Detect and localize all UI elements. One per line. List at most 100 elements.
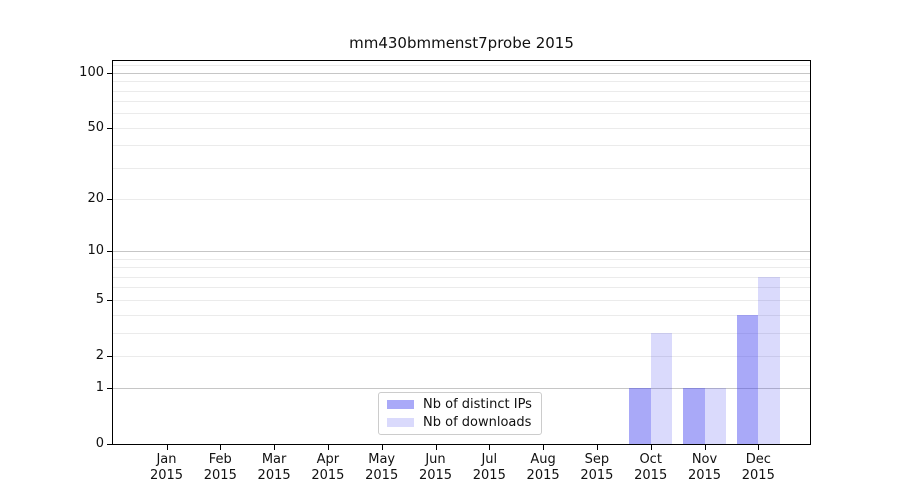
y-tick-label-50: 50 xyxy=(87,119,104,135)
x-tick-label-may: May 2015 xyxy=(358,452,406,483)
minor-gridline xyxy=(113,258,810,260)
bar-dec-downloads xyxy=(758,276,780,444)
legend-item-distinct-ips: Nb of distinct IPs xyxy=(387,397,532,412)
y-tick-mark-1 xyxy=(107,388,112,390)
x-tick-mark-sep xyxy=(596,445,598,450)
x-tick-year: 2015 xyxy=(257,467,291,483)
minor-gridline xyxy=(113,101,810,103)
x-tick-label-oct: Oct 2015 xyxy=(627,452,675,483)
minor-gridline xyxy=(113,299,810,301)
y-tick-mark-100 xyxy=(107,72,112,74)
x-tick-month: Aug xyxy=(530,452,556,467)
x-tick-month: Dec xyxy=(745,452,771,467)
bar-oct-downloads xyxy=(650,332,673,444)
x-tick-month: May xyxy=(368,452,396,467)
x-tick-mark-jan xyxy=(166,445,168,450)
minor-gridline xyxy=(113,276,810,278)
x-tick-month: Feb xyxy=(208,452,232,467)
minor-gridline xyxy=(113,314,810,316)
major-gridline xyxy=(113,251,810,253)
x-tick-mark-dec xyxy=(758,445,760,450)
x-tick-year: 2015 xyxy=(365,467,399,483)
x-tick-year: 2015 xyxy=(741,467,775,483)
x-tick-mark-jun xyxy=(435,445,437,450)
legend-swatch-downloads xyxy=(387,418,414,427)
x-tick-month: Apr xyxy=(316,452,340,467)
y-tick-label-5: 5 xyxy=(95,291,104,307)
x-tick-year: 2015 xyxy=(311,467,345,483)
x-tick-mark-oct xyxy=(650,445,652,450)
y-tick-label-0: 0 xyxy=(95,436,104,451)
x-tick-mark-may xyxy=(381,445,383,450)
x-tick-year: 2015 xyxy=(203,467,237,483)
minor-gridline xyxy=(113,145,810,147)
x-tick-month: Sep xyxy=(584,452,610,467)
x-tick-label-apr: Apr 2015 xyxy=(304,452,352,483)
minor-gridline xyxy=(113,167,810,169)
bar-oct-distinct-ips xyxy=(629,388,651,444)
bar-nov-downloads xyxy=(704,388,726,444)
x-tick-year: 2015 xyxy=(580,467,614,483)
bar-dec-distinct-ips xyxy=(736,314,759,444)
minor-gridline xyxy=(113,90,810,92)
y-tick-label-20: 20 xyxy=(87,191,104,207)
minor-gridline xyxy=(113,199,810,201)
minor-gridline xyxy=(113,267,810,269)
x-tick-year: 2015 xyxy=(418,467,453,483)
legend-label-downloads: Nb of downloads xyxy=(423,415,532,430)
y-tick-label-100: 100 xyxy=(79,64,104,80)
legend: Nb of distinct IPs Nb of downloads xyxy=(378,392,542,435)
x-tick-year: 2015 xyxy=(149,467,184,483)
minor-gridline xyxy=(113,65,810,67)
x-tick-month: Mar xyxy=(261,452,287,467)
x-tick-month: Jan xyxy=(156,452,177,467)
y-tick-mark-50 xyxy=(107,127,112,129)
x-tick-mark-nov xyxy=(704,445,706,450)
x-tick-mark-apr xyxy=(327,445,329,450)
y-tick-mark-0 xyxy=(107,444,112,445)
x-tick-month: Oct xyxy=(639,452,662,467)
x-tick-month: Nov xyxy=(691,452,718,467)
legend-label-distinct-ips: Nb of distinct IPs xyxy=(423,397,532,412)
x-tick-label-dec: Dec 2015 xyxy=(734,452,782,483)
legend-item-downloads: Nb of downloads xyxy=(387,415,532,430)
x-tick-label-jun: Jun 2015 xyxy=(412,452,460,483)
x-tick-month: Jul xyxy=(481,452,498,467)
x-tick-mark-feb xyxy=(220,445,222,450)
minor-gridline xyxy=(113,81,810,83)
x-tick-label-mar: Mar 2015 xyxy=(250,452,298,483)
x-tick-year: 2015 xyxy=(634,467,668,483)
legend-swatch-distinct-ips xyxy=(387,400,414,409)
minor-gridline xyxy=(113,127,810,129)
x-tick-year: 2015 xyxy=(526,467,560,483)
x-tick-label-sep: Sep 2015 xyxy=(573,452,621,483)
major-gridline xyxy=(113,388,810,390)
y-tick-mark-10 xyxy=(107,251,112,253)
x-tick-label-jul: Jul 2015 xyxy=(465,452,513,483)
minor-gridline xyxy=(113,332,810,334)
minor-gridline xyxy=(113,355,810,357)
y-tick-mark-2 xyxy=(107,355,112,357)
major-gridline xyxy=(113,72,810,74)
y-tick-label-1: 1 xyxy=(95,380,104,396)
y-tick-label-2: 2 xyxy=(95,347,104,363)
minor-gridline xyxy=(113,287,810,289)
y-tick-mark-5 xyxy=(107,299,112,301)
bar-nov-distinct-ips xyxy=(683,388,705,444)
x-tick-label-aug: Aug 2015 xyxy=(519,452,567,483)
x-tick-year: 2015 xyxy=(687,467,722,483)
plot-area xyxy=(112,60,811,445)
y-tick-mark-20 xyxy=(107,199,112,201)
minor-gridline xyxy=(113,113,810,115)
x-tick-label-nov: Nov 2015 xyxy=(681,452,729,483)
chart-title: mm430bmmenst7probe 2015 xyxy=(349,34,574,52)
x-tick-mark-aug xyxy=(543,445,545,450)
x-tick-mark-jul xyxy=(489,445,491,450)
x-tick-mark-mar xyxy=(274,445,276,450)
x-tick-year: 2015 xyxy=(472,467,506,483)
x-tick-label-jan: Jan 2015 xyxy=(143,452,191,483)
x-tick-month: Jun xyxy=(425,452,446,467)
x-tick-label-feb: Feb 2015 xyxy=(196,452,244,483)
y-tick-label-10: 10 xyxy=(87,243,104,259)
